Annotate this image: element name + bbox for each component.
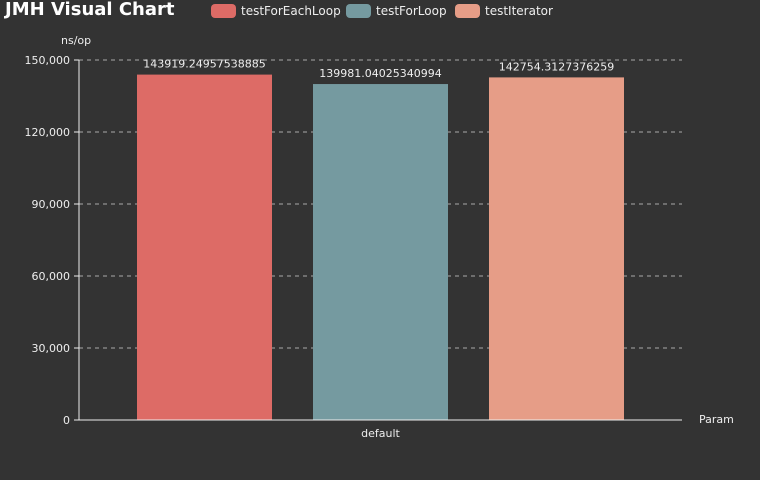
bar-value-label: 142754.3127376259 — [499, 60, 614, 73]
y-tick-label: 60,000 — [32, 270, 71, 283]
bars — [137, 74, 624, 420]
legend-label: testForEachLoop — [241, 4, 341, 18]
bar-testForLoop[interactable] — [313, 84, 448, 420]
y-tick-label: 90,000 — [32, 198, 71, 211]
x-category-label: default — [361, 427, 400, 440]
y-axis-name: ns/op — [61, 34, 91, 47]
legend[interactable]: testForEachLoop testForLoop testIterator — [211, 4, 553, 18]
legend-swatch — [346, 4, 371, 18]
chart-title: JMH Visual Chart — [5, 0, 175, 20]
legend-label: testIterator — [485, 4, 553, 18]
value-labels: 143919.24957538885 139981.04025340994 1427… — [143, 58, 614, 80]
y-tick-label: 150,000 — [25, 54, 71, 67]
bar-value-label: 143919.24957538885 — [143, 58, 265, 71]
y-tick-label: 120,000 — [25, 126, 71, 139]
y-axis-ticks: 0 30,000 60,000 90,000 120,000 150,000 — [25, 54, 79, 427]
legend-item-testForEachLoop[interactable]: testForEachLoop — [211, 4, 341, 18]
legend-swatch — [455, 4, 480, 18]
y-tick-label: 0 — [63, 414, 70, 427]
legend-item-testForLoop[interactable]: testForLoop — [346, 4, 447, 18]
y-tick-label: 30,000 — [32, 342, 71, 355]
legend-swatch — [211, 4, 236, 18]
axes: default — [78, 60, 682, 440]
bar-testIterator[interactable] — [489, 77, 624, 420]
x-axis-name: Param — [699, 413, 734, 426]
legend-label: testForLoop — [376, 4, 447, 18]
bar-value-label: 139981.04025340994 — [319, 67, 441, 80]
legend-item-testIterator[interactable]: testIterator — [455, 4, 553, 18]
bar-testForEachLoop[interactable] — [137, 74, 272, 420]
